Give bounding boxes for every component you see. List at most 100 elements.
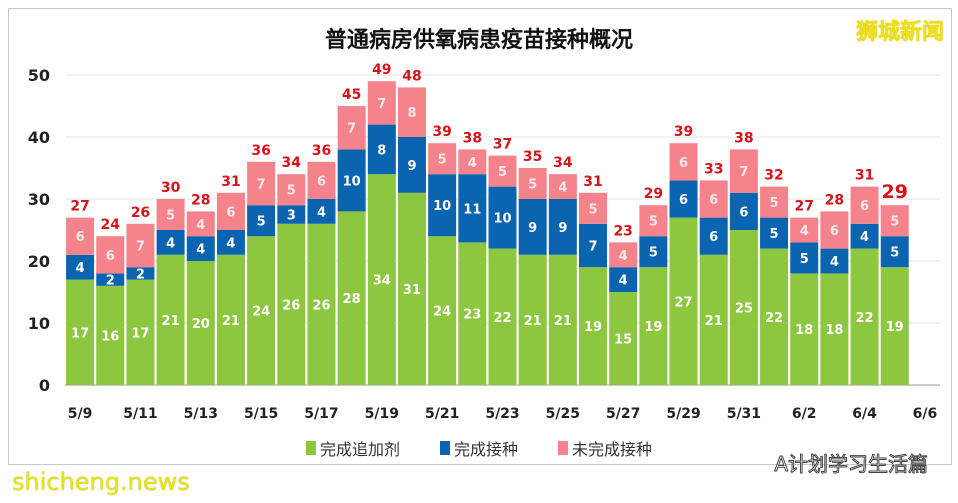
total-label: 34 (553, 155, 573, 171)
total-label: 39 (432, 124, 451, 140)
data-label: 7 (377, 97, 386, 112)
bar-segment (247, 161, 276, 206)
total-label: 33 (704, 161, 723, 177)
x-tick-label: 5/19 (365, 406, 399, 422)
data-label: 21 (222, 314, 240, 329)
y-tick-label: 40 (28, 128, 50, 147)
bar-segment (66, 279, 95, 385)
bar-segment (609, 267, 638, 292)
data-label: 24 (433, 305, 451, 320)
data-label: 7 (257, 178, 266, 193)
data-label: 8 (377, 143, 386, 158)
data-label: 4 (317, 205, 326, 220)
bar-segment (277, 174, 306, 206)
bar-segment (639, 205, 668, 237)
data-label: 5 (287, 184, 296, 199)
bar-segment (277, 205, 306, 224)
bar-segment (186, 236, 215, 261)
total-label: 28 (825, 192, 844, 208)
data-label: 34 (373, 274, 391, 289)
data-label: 23 (463, 308, 481, 323)
bar-segment (880, 236, 909, 268)
data-label: 22 (856, 311, 874, 326)
x-tick-label: 6/4 (852, 406, 877, 422)
data-label: 4 (619, 274, 628, 289)
y-tick-label: 30 (28, 190, 50, 209)
bar-segment (247, 236, 276, 385)
x-tick-label: 5/27 (606, 406, 640, 422)
data-label: 6 (317, 174, 326, 189)
bar-segment (548, 199, 577, 255)
bar-segment (850, 186, 879, 224)
bar-segment (216, 254, 245, 385)
x-tick-label: 5/11 (123, 406, 157, 422)
total-label: 36 (312, 143, 331, 159)
data-label: 7 (588, 240, 597, 255)
bar-segment (548, 174, 577, 199)
bar-segment (367, 81, 396, 125)
bar-segment (790, 273, 819, 385)
x-tick-label: 5/23 (485, 406, 519, 422)
total-label: 26 (131, 205, 150, 221)
data-label: 6 (709, 230, 718, 245)
legend-item: 未完成接种 (558, 436, 652, 460)
total-label: 31 (221, 174, 240, 190)
watermark-site: shicheng.news (12, 468, 190, 496)
data-label: 19 (886, 320, 904, 335)
bar-segment (307, 199, 336, 224)
data-label: 4 (800, 224, 809, 239)
data-label: 6 (679, 156, 688, 171)
bar-segment (428, 174, 457, 237)
x-tick-label: 5/9 (68, 406, 93, 422)
data-label: 4 (468, 156, 477, 171)
bar-segment (880, 205, 909, 237)
data-label: 18 (825, 323, 843, 338)
total-label: 30 (161, 180, 181, 196)
bar-segment (518, 168, 547, 199)
bar-segment (156, 199, 185, 230)
bar-segment (669, 180, 698, 218)
total-label: 28 (191, 192, 210, 208)
x-tick-label: 5/13 (184, 406, 218, 422)
bar-segment (820, 211, 849, 249)
data-label: 4 (558, 181, 567, 196)
bar-segment (760, 217, 789, 249)
data-label: 5 (649, 215, 658, 230)
bar-segment (488, 186, 517, 249)
bar-segment (367, 174, 396, 385)
data-label: 20 (192, 317, 210, 332)
total-label: 38 (734, 130, 753, 146)
data-label: 27 (674, 295, 692, 310)
data-label: 5 (588, 202, 597, 217)
data-label: 10 (433, 199, 451, 214)
data-label: 16 (101, 329, 119, 344)
total-label: 35 (523, 149, 542, 165)
bar-segment (518, 199, 547, 255)
data-label: 6 (226, 205, 235, 220)
bar-segment (216, 230, 245, 255)
y-tick-label: 0 (39, 376, 50, 395)
watermark-logo: 狮城新闻 (855, 20, 944, 45)
bar-segment (277, 223, 306, 385)
data-label: 4 (196, 243, 205, 258)
bar-segment (729, 149, 758, 193)
x-tick-label: 5/25 (546, 406, 580, 422)
chart-title: 普通病房供氧病患疫苗接种概况 (324, 28, 633, 53)
legend-item: 完成追加剂 (305, 436, 400, 460)
bar-segment (126, 279, 155, 385)
data-label: 22 (493, 311, 511, 326)
bar-segment (820, 248, 849, 274)
bar-segment (579, 267, 608, 385)
bar-segment (397, 87, 426, 137)
bar-segment (337, 149, 366, 212)
data-label: 5 (438, 153, 447, 168)
total-label: 32 (764, 168, 783, 184)
bar-segment (458, 174, 487, 243)
bar-segment (367, 124, 396, 175)
x-tick-label: 5/21 (425, 406, 459, 422)
total-label: 27 (794, 199, 813, 215)
data-label: 19 (644, 320, 662, 335)
data-label: 7 (739, 165, 748, 180)
data-label: 21 (162, 314, 180, 329)
x-tick-label: 5/31 (727, 406, 761, 422)
